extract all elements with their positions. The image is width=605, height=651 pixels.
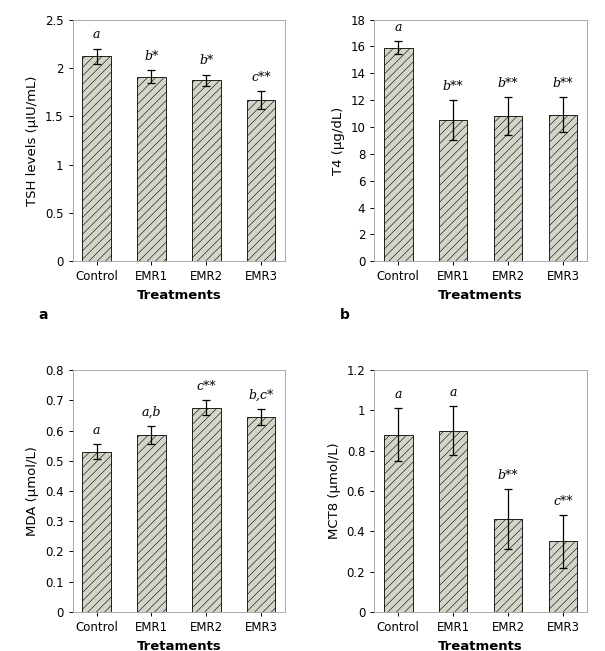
Text: a: a [93, 28, 100, 41]
Text: a: a [394, 21, 402, 34]
Text: b**: b** [498, 77, 518, 90]
Bar [494, 519, 522, 612]
Bar [549, 115, 577, 261]
Text: b**: b** [443, 80, 463, 93]
Text: a,b: a,b [142, 406, 161, 419]
Text: a: a [450, 386, 457, 399]
Text: c**: c** [252, 71, 271, 84]
Bar [439, 430, 468, 612]
Text: c**: c** [197, 380, 216, 393]
Y-axis label: MDA (μmol/L): MDA (μmol/L) [27, 446, 39, 536]
Text: b*: b* [199, 55, 214, 68]
X-axis label: Treatments: Treatments [137, 289, 221, 302]
Y-axis label: T4 (μg/dL): T4 (μg/dL) [332, 106, 345, 174]
Bar [439, 120, 468, 261]
Text: b,c*: b,c* [249, 389, 274, 402]
Bar [192, 408, 221, 612]
Text: b**: b** [553, 77, 573, 90]
Bar [549, 542, 577, 612]
Text: a: a [39, 308, 48, 322]
Text: b: b [341, 308, 350, 322]
Bar [82, 452, 111, 612]
Text: b**: b** [498, 469, 518, 482]
X-axis label: Tretaments: Tretaments [137, 639, 221, 651]
Text: b*: b* [144, 49, 159, 62]
Bar [247, 100, 275, 261]
Text: a: a [394, 388, 402, 401]
Bar [247, 417, 275, 612]
X-axis label: Treatments: Treatments [438, 289, 523, 302]
Bar [137, 77, 166, 261]
X-axis label: Treatments: Treatments [438, 639, 523, 651]
Bar [137, 435, 166, 612]
Bar [494, 117, 522, 261]
Bar [82, 56, 111, 261]
Bar [384, 48, 413, 261]
Text: a: a [93, 424, 100, 437]
Bar [384, 435, 413, 612]
Text: c**: c** [553, 495, 573, 508]
Y-axis label: TSH levels (μIU/mL): TSH levels (μIU/mL) [27, 76, 39, 206]
Y-axis label: MCT8 (μmol/L): MCT8 (μmol/L) [328, 443, 341, 539]
Bar [192, 81, 221, 261]
